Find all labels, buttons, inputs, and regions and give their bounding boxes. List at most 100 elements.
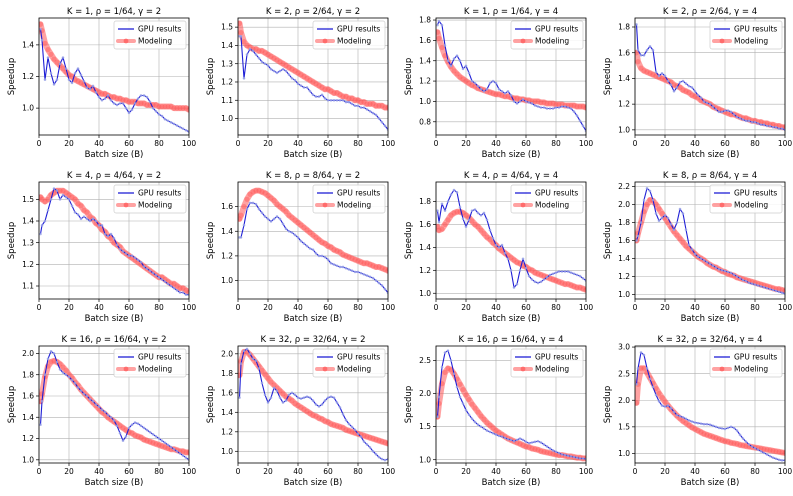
data-point-modeling [686, 89, 692, 96]
y-tick-label: 1.5 [419, 422, 431, 431]
data-point-modeling [683, 243, 689, 249]
data-point-modeling [358, 259, 364, 265]
data-point-gpu [527, 101, 531, 104]
data-point-modeling [238, 30, 244, 36]
data-point-gpu [741, 278, 745, 282]
plot-area [635, 351, 785, 462]
data-point-modeling [280, 391, 286, 397]
y-tick-label: 1.6 [618, 236, 630, 245]
data-point-gpu [560, 270, 564, 273]
x-tick-label: 60 [521, 467, 531, 476]
data-point-modeling [247, 191, 253, 197]
data-point-modeling [310, 412, 316, 418]
data-point-gpu [245, 207, 249, 211]
data-point-modeling [683, 88, 689, 94]
data-point-gpu [100, 224, 104, 227]
data-point-gpu [639, 351, 643, 354]
legend-label: GPU results [138, 25, 181, 34]
data-point-gpu [470, 417, 474, 421]
data-point-gpu [488, 228, 492, 232]
data-point-modeling [635, 400, 640, 406]
data-point-gpu [648, 44, 652, 48]
data-point-gpu [136, 258, 140, 262]
data-point-gpu [687, 84, 691, 88]
data-point-modeling [478, 227, 484, 233]
legend: GPU results Modeling [113, 184, 187, 214]
data-point-gpu [269, 396, 273, 399]
data-point-gpu [239, 362, 243, 365]
x-tick-label: 80 [154, 303, 164, 312]
data-point-modeling [704, 432, 710, 438]
data-point-modeling [710, 434, 716, 440]
data-point-modeling [680, 239, 686, 245]
data-point-gpu [762, 286, 766, 289]
data-point-gpu [446, 200, 450, 203]
data-point-gpu [275, 215, 279, 218]
data-point-gpu [476, 423, 480, 426]
data-point-modeling [316, 237, 322, 243]
data-point-modeling [361, 433, 367, 439]
data-point-gpu [738, 277, 742, 280]
data-point-modeling [364, 260, 370, 266]
data-point-modeling [770, 448, 776, 454]
data-point-modeling [659, 210, 665, 217]
data-point-gpu [323, 399, 327, 402]
data-point-gpu [61, 193, 65, 197]
x-tick-label: 20 [64, 139, 74, 148]
y-axis-label: Speedup [206, 58, 216, 95]
data-point-gpu [335, 264, 339, 268]
data-point-gpu [64, 67, 68, 70]
data-point-gpu [666, 216, 670, 220]
data-point-gpu [512, 100, 516, 103]
data-point-gpu [151, 106, 155, 110]
x-tick-label: 0 [434, 303, 439, 312]
data-point-modeling [373, 103, 379, 109]
data-point-gpu [651, 385, 655, 389]
data-point-gpu [169, 284, 173, 288]
data-point-modeling [487, 236, 493, 242]
data-point-gpu [139, 94, 143, 97]
x-tick-label: 40 [293, 467, 303, 476]
series-line-modeling [39, 21, 189, 113]
subplot-11: 0 20 40 60 80 100 1.0 1.5 2.0 2.5 K = 16, ρ = 16/6… [404, 335, 593, 488]
data-point-gpu [347, 268, 351, 271]
data-point-modeling [295, 70, 301, 76]
legend-marker-modeling [719, 202, 725, 208]
y-tick-label: 1.4 [419, 56, 431, 65]
data-point-gpu [693, 421, 697, 424]
data-point-modeling [644, 201, 650, 208]
data-point-gpu [675, 86, 679, 89]
data-point-modeling [764, 120, 770, 127]
data-point-modeling [556, 101, 562, 108]
data-point-modeling [641, 365, 647, 371]
data-point-modeling [644, 69, 650, 75]
data-point-modeling [496, 91, 502, 97]
data-point-gpu [479, 425, 483, 428]
data-point-modeling [442, 369, 448, 376]
data-point-gpu [154, 109, 158, 113]
y-tick-label: 1.2 [22, 434, 34, 443]
data-point-gpu [503, 251, 507, 255]
data-point-gpu [696, 93, 700, 97]
data-point-modeling [186, 107, 189, 113]
data-point-modeling [51, 56, 57, 62]
data-point-gpu [681, 79, 685, 83]
data-point-modeling [340, 94, 346, 100]
data-point-modeling [349, 255, 355, 261]
data-point-gpu [380, 457, 384, 461]
data-point-modeling [355, 97, 361, 103]
x-tick-label: 0 [236, 467, 241, 476]
data-point-modeling [54, 59, 60, 65]
series-line-modeling [238, 187, 388, 274]
subplot-title: K = 32, ρ = 32/64, γ = 2 [260, 335, 365, 345]
data-point-gpu [464, 64, 468, 68]
y-tick-label: 1.1 [22, 282, 34, 291]
data-point-modeling [319, 84, 325, 91]
plot-area [39, 21, 189, 134]
subplot-title: K = 16, ρ = 16/64, γ = 4 [458, 335, 563, 345]
data-point-gpu [660, 216, 664, 220]
data-point-gpu [732, 113, 736, 116]
data-point-modeling [120, 425, 126, 431]
data-point-gpu [436, 415, 439, 419]
data-point-modeling [183, 287, 189, 293]
